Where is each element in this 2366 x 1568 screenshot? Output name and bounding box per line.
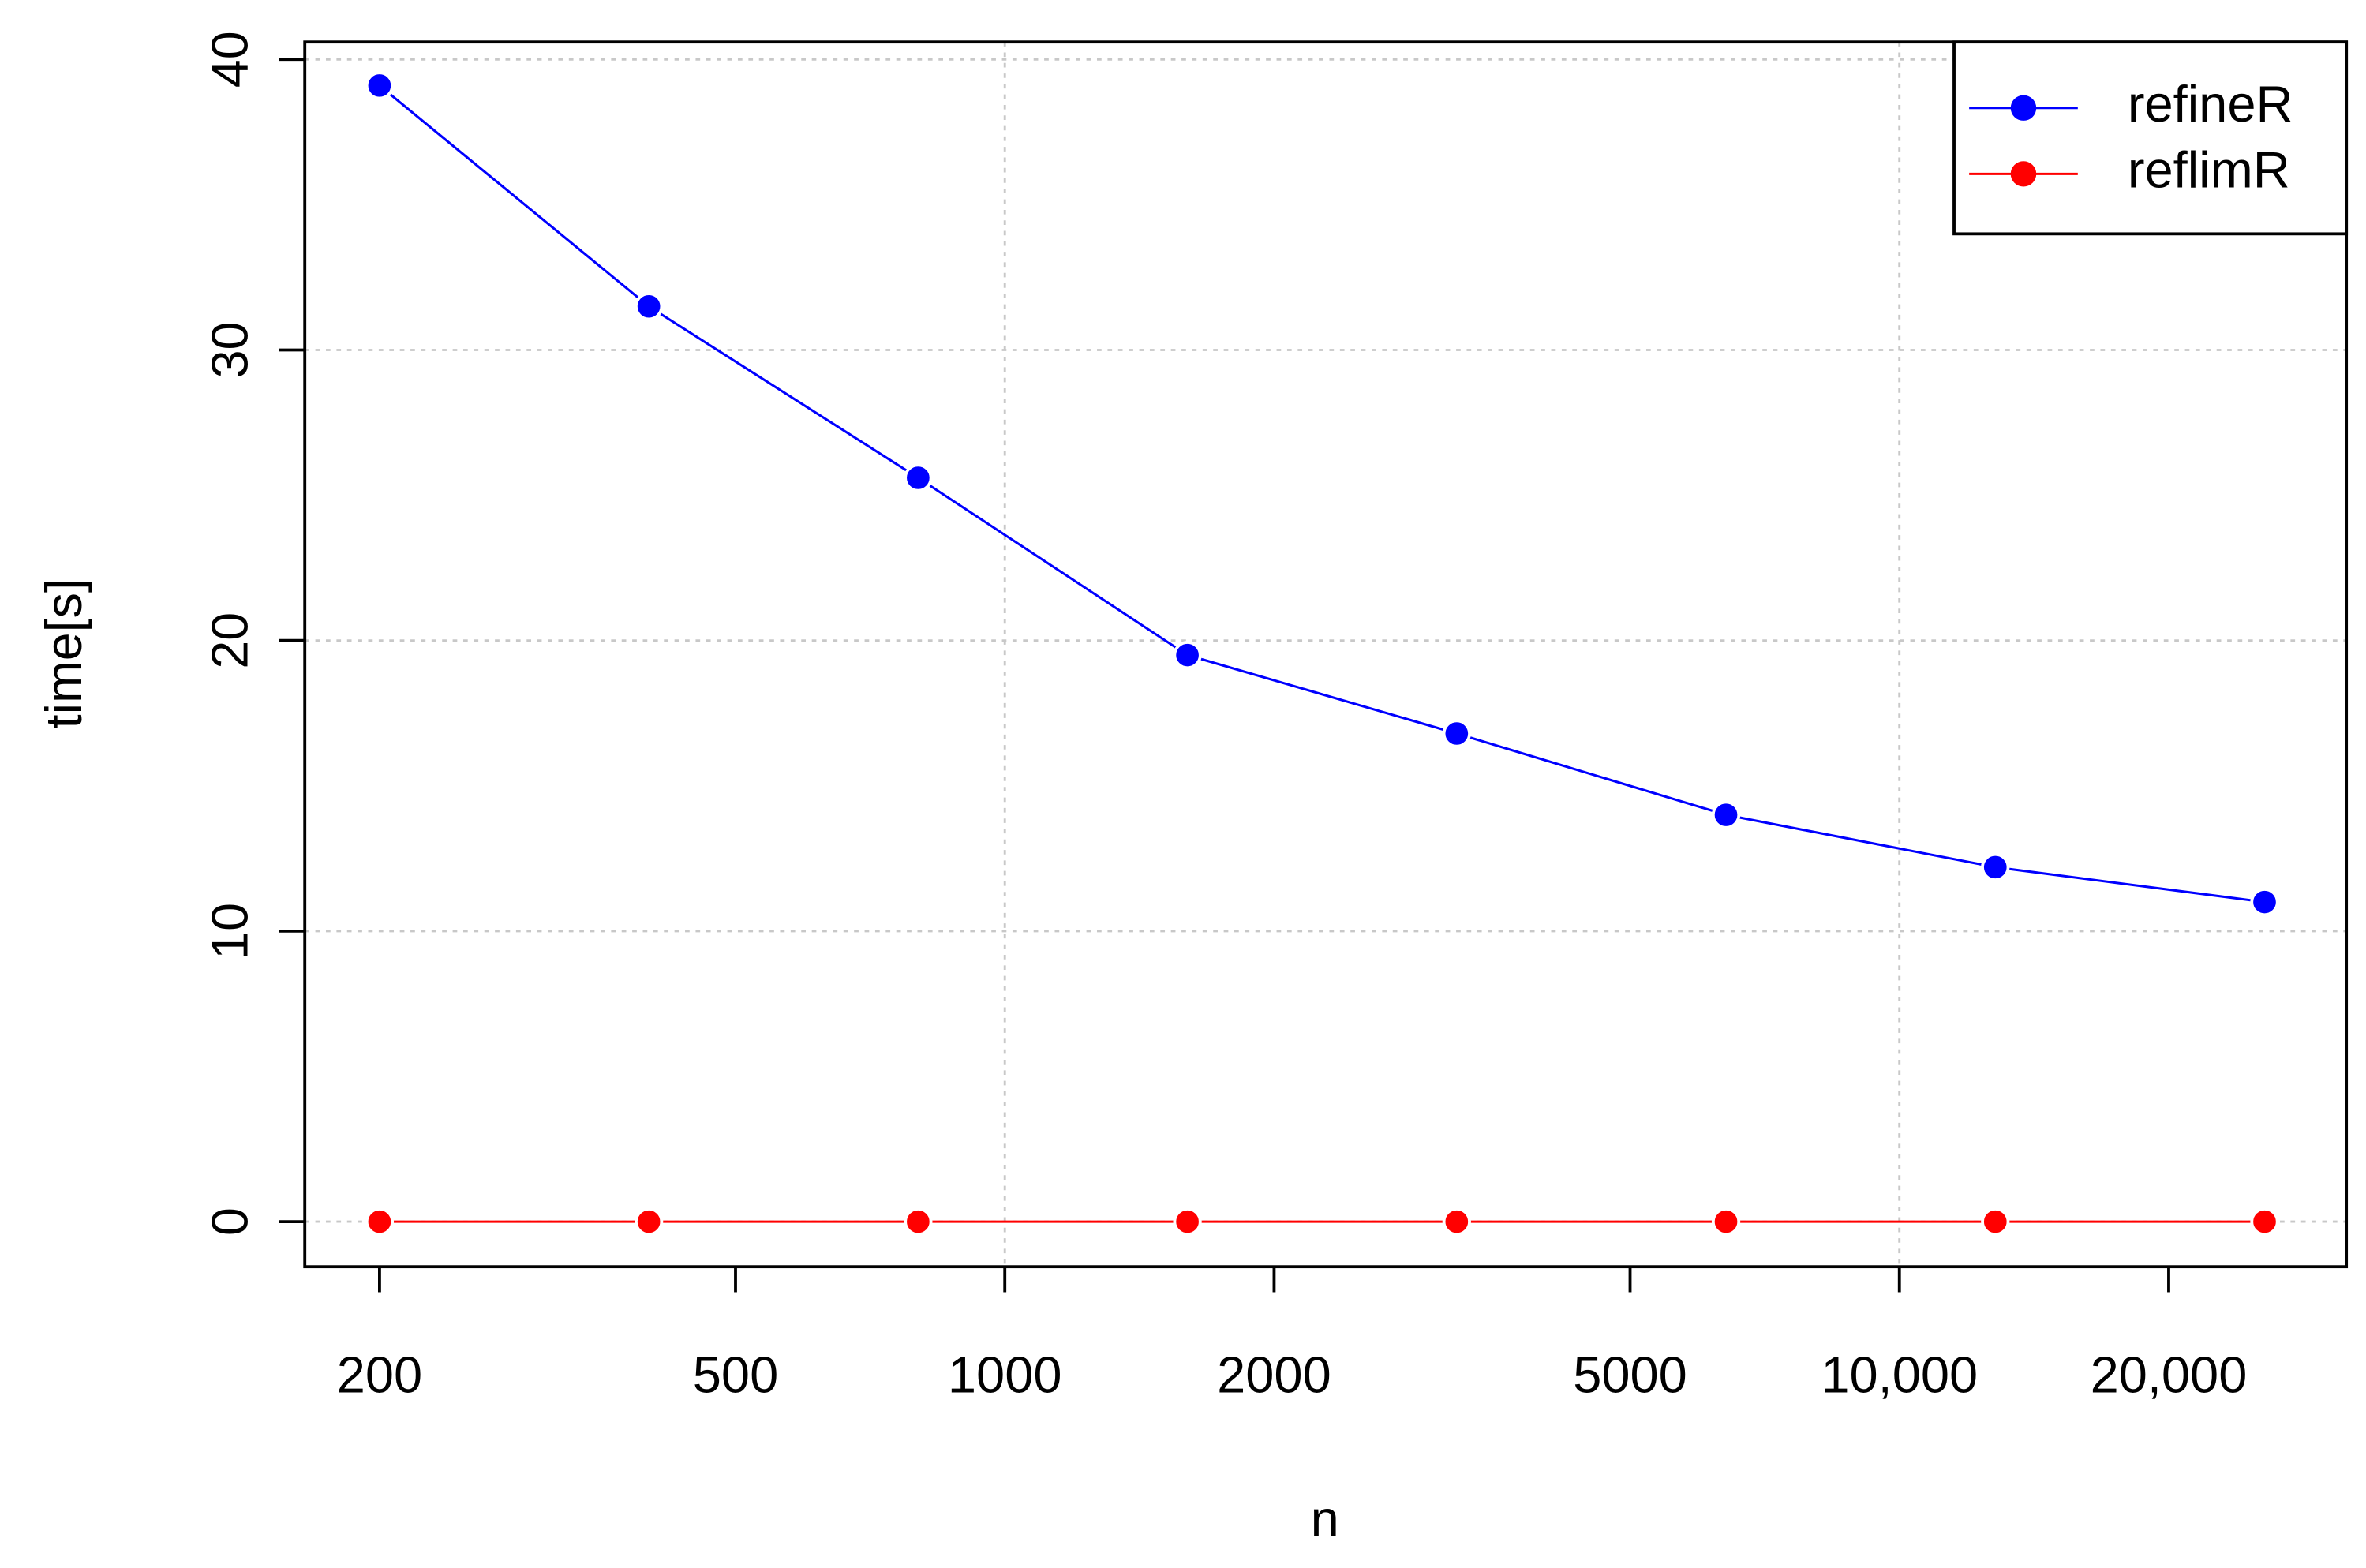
point	[1711, 1207, 1741, 1237]
plot-frame	[303, 40, 2349, 1269]
point	[904, 1207, 933, 1237]
legend-label: reflimR	[2128, 141, 2290, 199]
legend-marker	[2010, 161, 2037, 187]
x-tick-label: 2000	[1217, 1346, 1331, 1404]
point	[1981, 852, 2010, 881]
y-tick-label: 20	[200, 612, 258, 669]
series-line	[378, 84, 2265, 904]
y-tick-label: 0	[200, 1207, 258, 1236]
point	[1173, 1207, 1202, 1237]
y-tick-label: 40	[200, 31, 258, 88]
x-tick-label: 200	[337, 1346, 422, 1404]
x-tick-label: 20,000	[2091, 1346, 2248, 1404]
legend-marker	[2010, 95, 2037, 121]
point	[634, 292, 664, 321]
point	[904, 463, 933, 492]
point	[2250, 1207, 2279, 1237]
point	[1711, 800, 1741, 829]
x-tick-label: 1000	[948, 1346, 1062, 1404]
point	[365, 1207, 395, 1237]
x-tick-label: 10,000	[1821, 1346, 1978, 1404]
point	[2250, 888, 2279, 917]
x-tick-label: 5000	[1573, 1346, 1687, 1404]
point	[365, 71, 395, 100]
point	[1442, 1207, 1471, 1237]
x-tick-label: 500	[693, 1346, 778, 1404]
y-tick-label: 30	[200, 322, 258, 379]
point	[1173, 641, 1202, 670]
x-axis-label: n	[1311, 1490, 1339, 1547]
point	[634, 1207, 664, 1237]
legend-label: refineR	[2128, 75, 2293, 133]
y-axis-label: time[s]	[35, 578, 92, 728]
point	[1442, 719, 1471, 748]
legend-box	[1952, 40, 2349, 236]
point	[1981, 1207, 2010, 1237]
y-tick-label: 10	[200, 903, 258, 960]
